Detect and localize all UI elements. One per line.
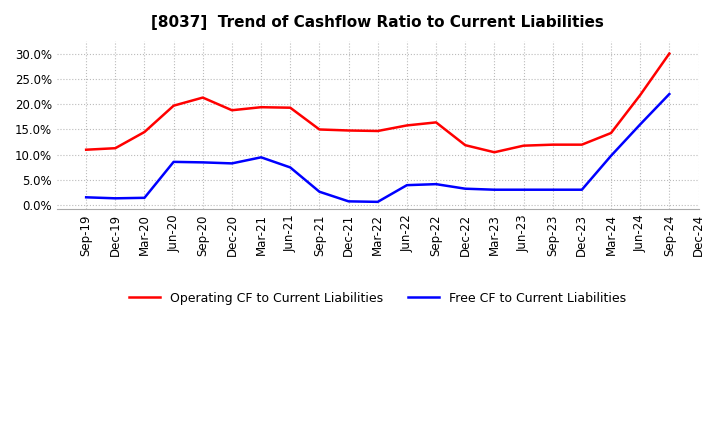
- Operating CF to Current Liabilities: [490, 150, 499, 155]
- Line: Free CF to Current Liabilities: Free CF to Current Liabilities: [86, 94, 670, 202]
- Free CF to Current Liabilities: [286, 165, 294, 170]
- Line: Operating CF to Current Liabilities: Operating CF to Current Liabilities: [86, 54, 670, 152]
- Free CF to Current Liabilities: [374, 199, 382, 205]
- Operating CF to Current Liabilities: [432, 120, 441, 125]
- Free CF to Current Liabilities: [140, 195, 149, 201]
- Free CF to Current Liabilities: [432, 182, 441, 187]
- Operating CF to Current Liabilities: [461, 143, 469, 148]
- Operating CF to Current Liabilities: [257, 105, 266, 110]
- Free CF to Current Liabilities: [636, 122, 644, 127]
- Operating CF to Current Liabilities: [607, 130, 616, 136]
- Operating CF to Current Liabilities: [374, 128, 382, 134]
- Operating CF to Current Liabilities: [315, 127, 324, 132]
- Free CF to Current Liabilities: [82, 194, 91, 200]
- Free CF to Current Liabilities: [315, 189, 324, 194]
- Operating CF to Current Liabilities: [636, 92, 644, 98]
- Free CF to Current Liabilities: [607, 153, 616, 158]
- Operating CF to Current Liabilities: [577, 142, 586, 147]
- Operating CF to Current Liabilities: [344, 128, 353, 133]
- Free CF to Current Liabilities: [228, 161, 236, 166]
- Operating CF to Current Liabilities: [140, 129, 149, 135]
- Operating CF to Current Liabilities: [82, 147, 91, 152]
- Operating CF to Current Liabilities: [199, 95, 207, 100]
- Free CF to Current Liabilities: [111, 196, 120, 201]
- Free CF to Current Liabilities: [169, 159, 178, 165]
- Free CF to Current Liabilities: [665, 92, 674, 97]
- Free CF to Current Liabilities: [490, 187, 499, 192]
- Free CF to Current Liabilities: [257, 155, 266, 160]
- Free CF to Current Liabilities: [402, 183, 411, 188]
- Operating CF to Current Liabilities: [286, 105, 294, 110]
- Operating CF to Current Liabilities: [665, 51, 674, 56]
- Legend: Operating CF to Current Liabilities, Free CF to Current Liabilities: Operating CF to Current Liabilities, Fre…: [124, 286, 631, 309]
- Free CF to Current Liabilities: [519, 187, 528, 192]
- Operating CF to Current Liabilities: [228, 108, 236, 113]
- Operating CF to Current Liabilities: [169, 103, 178, 108]
- Operating CF to Current Liabilities: [549, 142, 557, 147]
- Title: [8037]  Trend of Cashflow Ratio to Current Liabilities: [8037] Trend of Cashflow Ratio to Curren…: [151, 15, 604, 30]
- Free CF to Current Liabilities: [199, 160, 207, 165]
- Operating CF to Current Liabilities: [111, 146, 120, 151]
- Free CF to Current Liabilities: [577, 187, 586, 192]
- Operating CF to Current Liabilities: [519, 143, 528, 148]
- Free CF to Current Liabilities: [549, 187, 557, 192]
- Free CF to Current Liabilities: [461, 186, 469, 191]
- Free CF to Current Liabilities: [344, 199, 353, 204]
- Operating CF to Current Liabilities: [402, 123, 411, 128]
